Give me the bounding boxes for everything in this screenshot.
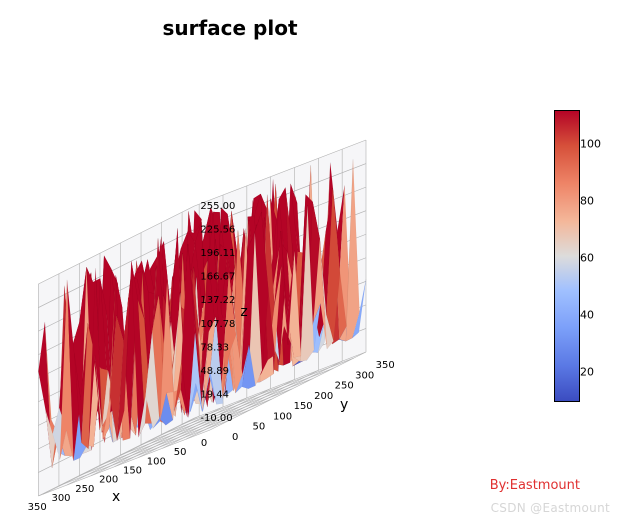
svg-text:48.89: 48.89: [200, 366, 229, 377]
svg-text:x: x: [112, 489, 120, 505]
svg-text:z: z: [240, 304, 247, 320]
svg-text:300: 300: [51, 493, 70, 504]
svg-text:350: 350: [376, 360, 395, 371]
svg-text:225.56: 225.56: [200, 225, 235, 236]
svg-text:100: 100: [273, 411, 292, 422]
svg-text:0: 0: [201, 438, 207, 449]
svg-text:107.78: 107.78: [200, 319, 235, 330]
credit-text: By:Eastmount: [490, 478, 580, 493]
svg-text:y: y: [340, 397, 348, 413]
colorbar-tick: 40: [580, 308, 594, 321]
watermark-text: CSDN @Eastmount: [491, 501, 610, 515]
svg-text:250: 250: [75, 484, 94, 495]
svg-text:300: 300: [355, 370, 374, 381]
svg-text:255.00: 255.00: [200, 201, 235, 212]
svg-text:150: 150: [123, 466, 142, 477]
svg-text:196.11: 196.11: [200, 248, 235, 259]
svg-text:200: 200: [314, 391, 333, 402]
svg-text:-10.00: -10.00: [200, 413, 232, 424]
surface-plot-3d: 0501001502002503003500501001502002503003…: [10, 60, 480, 490]
svg-text:50: 50: [253, 422, 266, 433]
colorbar: [554, 110, 580, 402]
svg-text:0: 0: [232, 432, 238, 443]
svg-text:200: 200: [99, 475, 118, 486]
colorbar-tick: 80: [580, 194, 594, 207]
svg-text:166.67: 166.67: [200, 272, 235, 283]
svg-text:19.44: 19.44: [200, 389, 229, 400]
svg-text:100: 100: [147, 456, 166, 467]
colorbar-tick: 100: [580, 138, 601, 151]
colorbar-tick: 20: [580, 365, 594, 378]
svg-text:350: 350: [28, 502, 47, 513]
colorbar-tick: 60: [580, 251, 594, 264]
svg-text:50: 50: [174, 447, 187, 458]
svg-text:78.33: 78.33: [200, 342, 229, 353]
svg-text:150: 150: [294, 401, 313, 412]
chart-title: surface plot: [0, 16, 460, 40]
colorbar-ticks: 20 40 60 80 100: [580, 110, 608, 400]
svg-text:137.22: 137.22: [200, 295, 235, 306]
svg-text:250: 250: [335, 381, 354, 392]
